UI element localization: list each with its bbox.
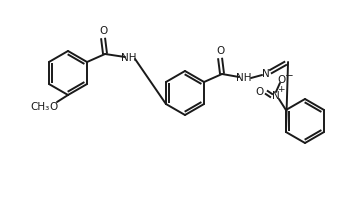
Text: O: O: [216, 46, 224, 56]
Text: N: N: [272, 91, 280, 101]
Text: N: N: [262, 69, 270, 79]
Text: −: −: [285, 71, 293, 81]
Text: +: +: [277, 84, 285, 93]
Text: O: O: [50, 102, 58, 112]
Text: NH: NH: [236, 73, 252, 83]
Text: O: O: [256, 87, 264, 97]
Text: NH: NH: [121, 53, 137, 63]
Text: O: O: [278, 75, 286, 85]
Text: CH₃: CH₃: [30, 102, 50, 112]
Text: O: O: [99, 26, 107, 36]
